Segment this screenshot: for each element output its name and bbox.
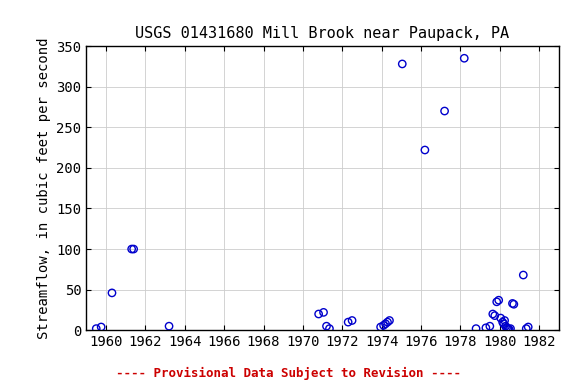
Point <box>440 108 449 114</box>
Point <box>376 324 385 330</box>
Point <box>505 326 514 333</box>
Point <box>322 323 331 329</box>
Point <box>490 313 499 319</box>
Point <box>319 309 328 315</box>
Point <box>488 311 498 317</box>
Point <box>397 61 407 67</box>
Title: USGS 01431680 Mill Brook near Paupack, PA: USGS 01431680 Mill Brook near Paupack, P… <box>135 26 510 41</box>
Point <box>494 297 503 303</box>
Point <box>127 246 137 252</box>
Point <box>498 319 507 325</box>
Point <box>97 324 106 330</box>
Point <box>496 315 505 321</box>
Point <box>107 290 116 296</box>
Point <box>485 323 494 329</box>
Point <box>325 326 334 332</box>
Point <box>492 299 501 305</box>
Point <box>502 325 511 331</box>
Point <box>129 246 138 252</box>
Point <box>460 55 469 61</box>
Point <box>503 326 513 332</box>
Text: ---- Provisional Data Subject to Revision ----: ---- Provisional Data Subject to Revisio… <box>116 367 460 380</box>
Point <box>347 318 357 324</box>
Point <box>420 147 430 153</box>
Point <box>381 321 390 327</box>
Point <box>379 322 388 328</box>
Point <box>383 319 392 325</box>
Point <box>92 326 101 332</box>
Point <box>508 300 517 306</box>
Point <box>522 326 531 332</box>
Point <box>524 324 533 330</box>
Point <box>482 325 491 331</box>
Y-axis label: Streamflow, in cubic feet per second: Streamflow, in cubic feet per second <box>37 37 51 339</box>
Point <box>501 323 510 329</box>
Point <box>506 326 515 332</box>
Point <box>519 272 528 278</box>
Point <box>164 323 173 329</box>
Point <box>385 318 394 324</box>
Point <box>314 311 323 317</box>
Point <box>343 319 353 325</box>
Point <box>509 301 518 307</box>
Point <box>471 326 480 332</box>
Point <box>500 318 509 324</box>
Point <box>499 321 508 327</box>
